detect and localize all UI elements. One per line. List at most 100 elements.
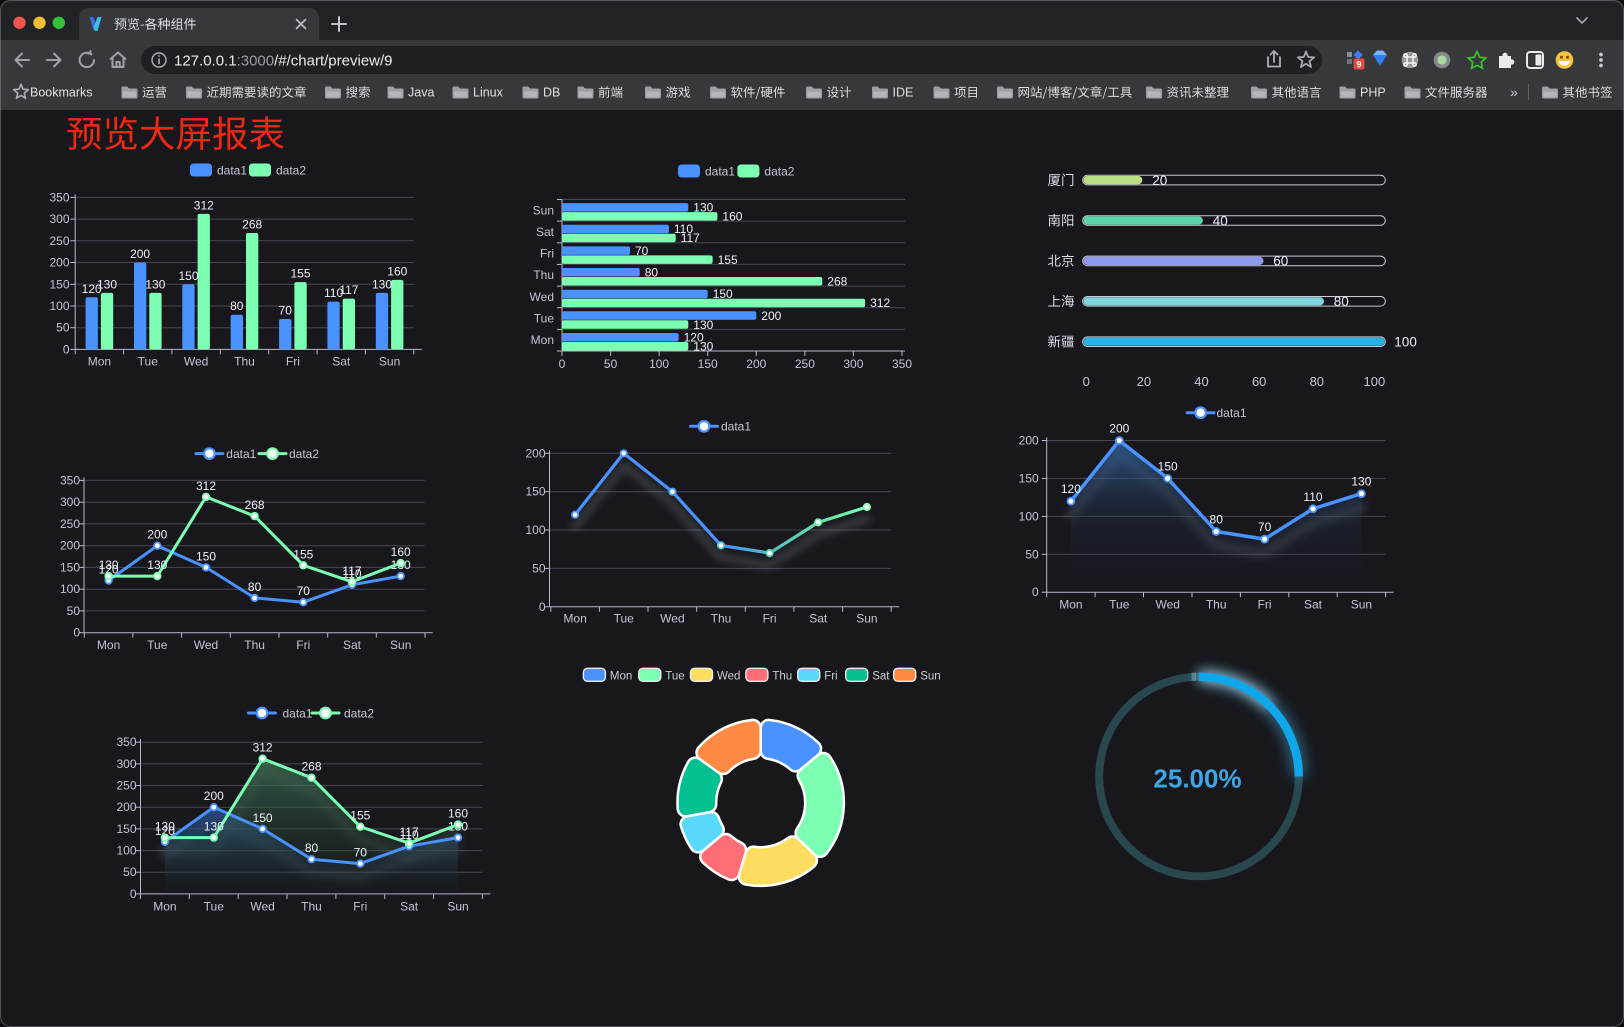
svg-text:130: 130 bbox=[372, 277, 392, 291]
svg-text:250: 250 bbox=[116, 779, 136, 793]
svg-text:110: 110 bbox=[1303, 490, 1322, 504]
svg-text:155: 155 bbox=[293, 547, 313, 561]
svg-text:data1: data1 bbox=[705, 165, 735, 179]
svg-text:Thu: Thu bbox=[301, 900, 322, 914]
svg-text:Mon: Mon bbox=[563, 612, 586, 626]
svg-text:Tue: Tue bbox=[665, 670, 684, 682]
svg-text:127.0.0.1:3000/#/chart/preview: 127.0.0.1:3000/#/chart/preview/9 bbox=[174, 53, 393, 70]
svg-text:268: 268 bbox=[242, 218, 262, 232]
svg-text:250: 250 bbox=[60, 517, 80, 531]
svg-text:Sun: Sun bbox=[1351, 598, 1372, 612]
svg-text:data1: data1 bbox=[1217, 406, 1247, 420]
svg-text:data2: data2 bbox=[764, 165, 794, 179]
svg-text:200: 200 bbox=[60, 539, 80, 553]
svg-text:Fri: Fri bbox=[540, 247, 554, 261]
svg-text:150: 150 bbox=[1158, 459, 1178, 473]
svg-text:130: 130 bbox=[147, 558, 167, 572]
svg-text:Wed: Wed bbox=[717, 670, 740, 682]
svg-text:Tue: Tue bbox=[147, 638, 168, 652]
svg-text:Sun: Sun bbox=[856, 612, 877, 626]
svg-text:200: 200 bbox=[1109, 422, 1129, 436]
svg-text:data1: data1 bbox=[721, 420, 751, 434]
svg-text:Tue: Tue bbox=[614, 612, 635, 626]
svg-text:150: 150 bbox=[49, 277, 69, 291]
svg-text:0: 0 bbox=[73, 626, 80, 640]
svg-text:100: 100 bbox=[1394, 335, 1417, 350]
svg-text:9: 9 bbox=[1356, 60, 1361, 70]
svg-text:300: 300 bbox=[60, 495, 80, 509]
svg-text:150: 150 bbox=[698, 357, 718, 371]
svg-text:50: 50 bbox=[1025, 547, 1039, 561]
svg-text:300: 300 bbox=[843, 357, 863, 371]
svg-text:Fri: Fri bbox=[296, 638, 310, 652]
svg-text:»: » bbox=[1510, 84, 1518, 100]
svg-text:130: 130 bbox=[693, 201, 713, 215]
svg-text:60: 60 bbox=[1252, 374, 1266, 389]
svg-text:80: 80 bbox=[1334, 294, 1349, 309]
svg-text:Sun: Sun bbox=[379, 355, 400, 369]
svg-text:80: 80 bbox=[230, 299, 244, 313]
svg-text:Sun: Sun bbox=[533, 203, 554, 217]
svg-text:312: 312 bbox=[196, 479, 216, 493]
svg-text:150: 150 bbox=[178, 269, 198, 283]
svg-text:Mon: Mon bbox=[531, 333, 554, 347]
svg-text:100: 100 bbox=[116, 844, 136, 858]
svg-text:0: 0 bbox=[130, 887, 137, 901]
svg-text:100: 100 bbox=[1364, 374, 1386, 389]
svg-text:150: 150 bbox=[1019, 471, 1039, 485]
svg-text:130: 130 bbox=[693, 339, 713, 353]
svg-text:Mon: Mon bbox=[153, 900, 176, 914]
svg-text:20: 20 bbox=[1137, 374, 1151, 389]
svg-text:Tue: Tue bbox=[138, 355, 159, 369]
svg-text:data1: data1 bbox=[226, 447, 256, 461]
svg-text:Mon: Mon bbox=[88, 355, 111, 369]
svg-text:130: 130 bbox=[99, 558, 119, 572]
svg-text:130: 130 bbox=[97, 277, 117, 291]
svg-text:70: 70 bbox=[297, 584, 311, 598]
svg-text:100: 100 bbox=[60, 582, 80, 596]
svg-text:Sat: Sat bbox=[1304, 598, 1323, 612]
svg-text:80: 80 bbox=[1310, 374, 1324, 389]
svg-text:120: 120 bbox=[99, 563, 119, 577]
svg-text:100: 100 bbox=[49, 299, 69, 313]
svg-text:350: 350 bbox=[49, 190, 69, 204]
svg-text:100: 100 bbox=[1019, 509, 1039, 523]
svg-text:Mon: Mon bbox=[1059, 598, 1082, 612]
svg-text:25.00%: 25.00% bbox=[1153, 764, 1241, 794]
svg-text:268: 268 bbox=[301, 760, 321, 774]
svg-text:Wed: Wed bbox=[194, 638, 218, 652]
svg-text:200: 200 bbox=[147, 528, 167, 542]
svg-text:200: 200 bbox=[130, 247, 150, 261]
svg-text:350: 350 bbox=[116, 735, 136, 749]
svg-text:155: 155 bbox=[718, 253, 738, 267]
svg-text:312: 312 bbox=[253, 741, 273, 755]
svg-text:Sat: Sat bbox=[536, 225, 555, 239]
svg-text:200: 200 bbox=[204, 789, 224, 803]
svg-text:160: 160 bbox=[722, 210, 742, 224]
svg-text:Fri: Fri bbox=[353, 900, 367, 914]
svg-text:130: 130 bbox=[145, 277, 165, 291]
svg-text:0: 0 bbox=[63, 342, 70, 356]
svg-text:50: 50 bbox=[56, 321, 70, 335]
svg-text:Fri: Fri bbox=[763, 612, 777, 626]
svg-text:130: 130 bbox=[204, 820, 224, 834]
svg-text:Fri: Fri bbox=[824, 670, 837, 682]
svg-text:117: 117 bbox=[342, 564, 361, 578]
svg-text:data1: data1 bbox=[217, 164, 247, 178]
svg-text:Sun: Sun bbox=[447, 900, 468, 914]
svg-text:50: 50 bbox=[123, 865, 137, 879]
svg-text:250: 250 bbox=[795, 357, 815, 371]
svg-text:50: 50 bbox=[532, 561, 546, 575]
svg-text:70: 70 bbox=[1258, 520, 1272, 534]
svg-text:312: 312 bbox=[194, 198, 214, 212]
svg-text:80: 80 bbox=[1210, 513, 1224, 527]
svg-text:130: 130 bbox=[1351, 475, 1371, 489]
svg-text:Wed: Wed bbox=[184, 355, 208, 369]
svg-text:120: 120 bbox=[684, 330, 704, 344]
svg-text:20: 20 bbox=[1152, 173, 1167, 188]
svg-text:117: 117 bbox=[681, 231, 700, 245]
svg-text:117: 117 bbox=[339, 283, 358, 297]
svg-text:Thu: Thu bbox=[533, 268, 554, 282]
svg-text:70: 70 bbox=[635, 244, 649, 258]
svg-text:Wed: Wed bbox=[660, 612, 684, 626]
